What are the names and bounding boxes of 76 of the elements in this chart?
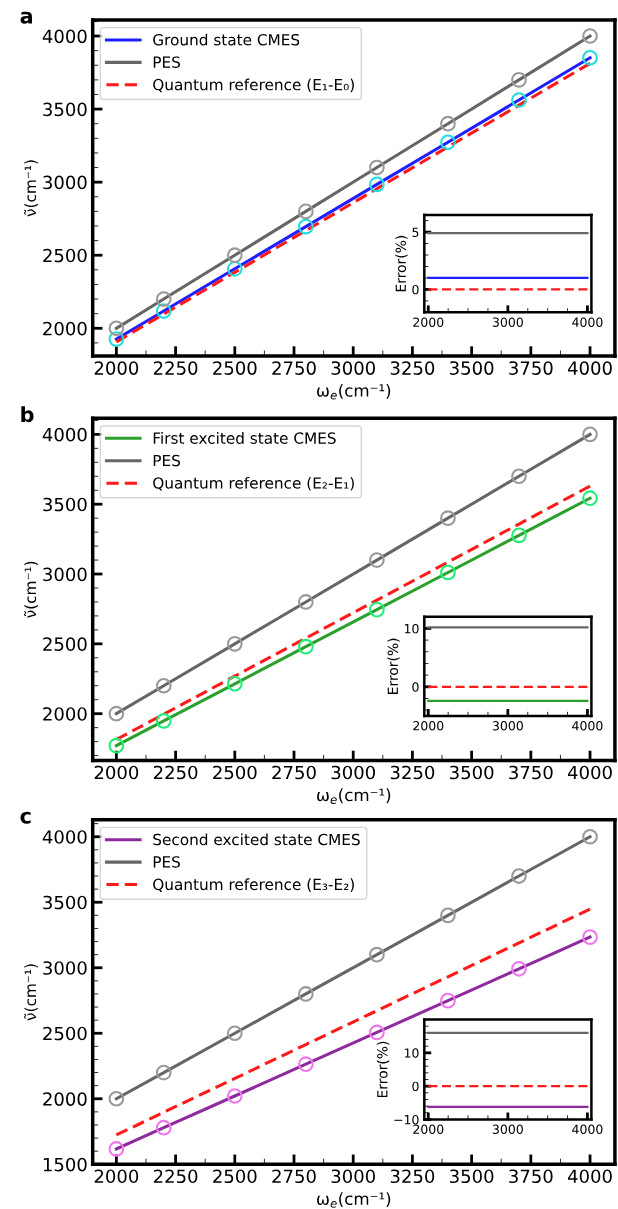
y-tick-label: 10 xyxy=(404,1048,419,1058)
y-axis-title: Error(%) xyxy=(395,235,408,292)
x-tick-label: 3750 xyxy=(509,361,553,375)
x-tick-label: 3000 xyxy=(331,1169,375,1184)
x-tick-label: 4000 xyxy=(572,721,603,731)
x-tick-label: 2250 xyxy=(153,1169,198,1184)
x-tick-label: 3250 xyxy=(390,1169,435,1184)
x-tick-label: 2750 xyxy=(272,361,316,375)
x-tick-label: 2250 xyxy=(153,361,198,375)
y-tick-label: 3500 xyxy=(43,497,87,512)
chart-title: b xyxy=(21,406,34,423)
y-axis-title: Error(%) xyxy=(387,638,400,694)
y-tick-label: −10 xyxy=(394,1114,419,1125)
y-tick-label: 4000 xyxy=(42,427,87,442)
y-tick-label: 3000 xyxy=(43,175,87,190)
chart-title: a xyxy=(20,11,33,24)
legend-label: PES xyxy=(153,856,180,868)
legend-label: First excited state CMES xyxy=(153,432,336,444)
y-tick-label: 3500 xyxy=(43,102,87,117)
legend-label: PES xyxy=(153,56,180,68)
chart-title: c xyxy=(20,811,31,824)
legend-label: Quantum reference (E₂-E₁) xyxy=(153,476,354,491)
x-tick-label: 3000 xyxy=(492,721,523,731)
x-tick-label: 3250 xyxy=(390,361,435,375)
legend-label: Ground state CMES xyxy=(153,33,300,46)
y-tick-label: 1500 xyxy=(43,1157,87,1172)
x-tick-label: 4000 xyxy=(572,1124,603,1135)
x-tick-label: 3500 xyxy=(450,361,494,375)
x-tick-label: 4000 xyxy=(567,361,612,375)
x-tick-label: 3500 xyxy=(450,765,494,780)
y-tick-label: 2500 xyxy=(43,1026,87,1041)
y-tick-label: 4000 xyxy=(42,830,87,844)
y-tick-label: 0 xyxy=(412,682,419,692)
y-tick-label: 2000 xyxy=(43,707,87,721)
x-tick-label: 4000 xyxy=(567,1169,612,1184)
x-tick-label: 2000 xyxy=(94,765,139,780)
legend-label: Quantum reference (E₃-E₂) xyxy=(153,878,354,892)
y-tick-label: 2500 xyxy=(43,248,87,263)
y-axis-title: Error(%) xyxy=(376,1041,390,1098)
x-tick-label: 3250 xyxy=(390,765,435,780)
y-tick-label: 2500 xyxy=(43,637,87,651)
x-tick-label: 3000 xyxy=(492,1124,523,1135)
x-tick-label: 3750 xyxy=(509,1169,553,1184)
x-tick-label: 3000 xyxy=(492,317,523,327)
x-axis-title: ω$_{e}$(cm⁻¹) xyxy=(317,1192,391,1208)
x-tick-label: 3500 xyxy=(450,1169,494,1184)
y-tick-label: 2000 xyxy=(43,1092,87,1106)
y-tick-label: 5 xyxy=(412,227,419,238)
y-tick-label: 3500 xyxy=(43,895,87,910)
legend-label: Quantum reference (E₁-E₀) xyxy=(153,78,354,93)
x-tick-label: 2500 xyxy=(213,765,257,780)
x-tick-label: 2000 xyxy=(94,361,139,375)
x-tick-label: 2750 xyxy=(272,1169,316,1184)
y-axis-title: ν̃(cm⁻¹) xyxy=(24,160,38,217)
legend-label: Second excited state CMES xyxy=(153,833,360,846)
x-tick-label: 4000 xyxy=(572,317,603,327)
x-tick-label: 4000 xyxy=(567,765,612,780)
x-tick-label: 3000 xyxy=(331,765,375,780)
x-axis-title: ω$_{e}$(cm⁻¹) xyxy=(317,383,391,400)
x-tick-label: 3750 xyxy=(509,765,553,780)
x-tick-label: 2500 xyxy=(213,361,257,375)
y-axis-title: ν̃(cm⁻¹) xyxy=(24,964,38,1021)
x-axis-title: ω$_{e}$(cm⁻¹) xyxy=(317,788,391,804)
x-tick-label: 2500 xyxy=(213,1169,257,1184)
y-tick-label: 3000 xyxy=(43,961,87,975)
x-tick-label: 2000 xyxy=(94,1169,139,1184)
y-tick-label: 0 xyxy=(412,1081,419,1092)
y-tick-label: 0 xyxy=(412,284,419,295)
y-tick-label: 10 xyxy=(404,623,419,634)
y-tick-label: 3000 xyxy=(43,567,87,582)
x-tick-label: 2250 xyxy=(153,765,198,780)
y-tick-label: 4000 xyxy=(42,29,87,44)
legend-label: PES xyxy=(153,454,180,467)
y-axis-title: ν̃(cm⁻¹) xyxy=(24,561,38,618)
x-tick-label: 3000 xyxy=(331,361,375,375)
x-tick-label: 2750 xyxy=(272,765,316,780)
